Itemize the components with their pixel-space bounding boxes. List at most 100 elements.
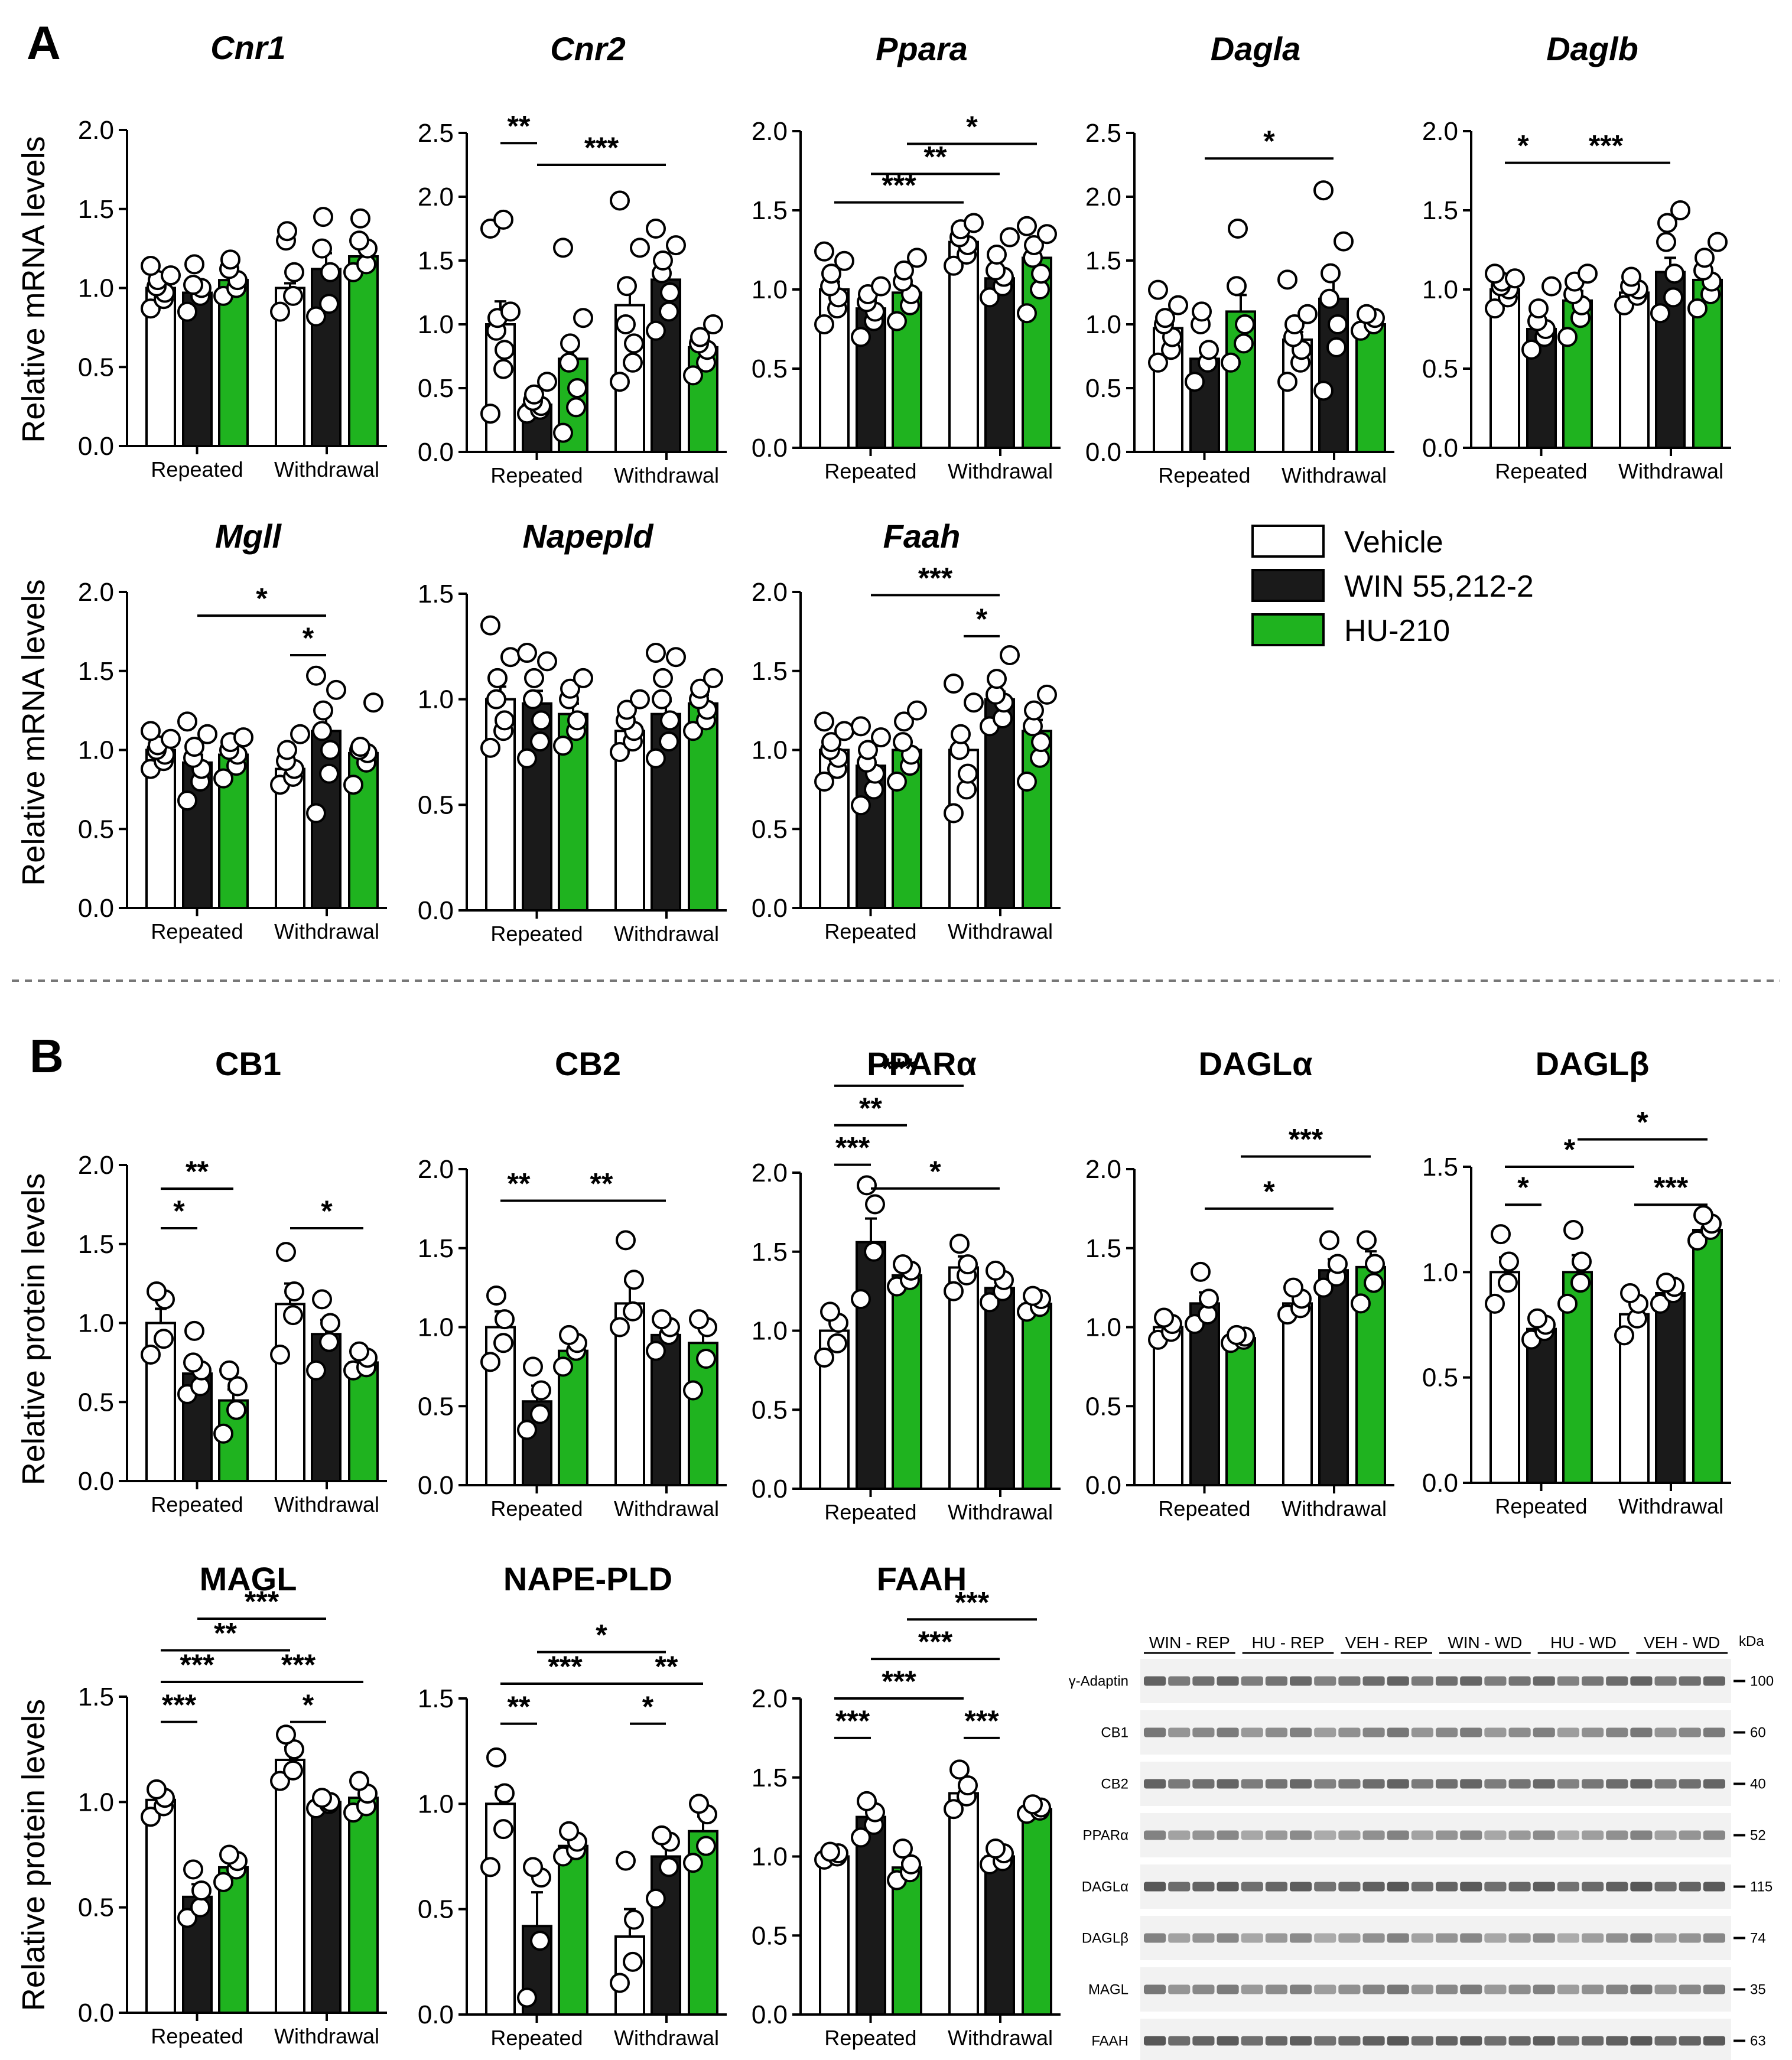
data-point <box>949 1234 970 1254</box>
data-point <box>495 1309 515 1330</box>
data-point <box>630 689 650 710</box>
significance-label: *** <box>882 1665 916 1698</box>
data-point <box>1000 227 1020 248</box>
data-point <box>320 262 340 282</box>
data-point <box>616 1850 636 1871</box>
blot-band <box>1144 1830 1166 1840</box>
y-tick-label: 2.0 <box>752 117 788 146</box>
data-point <box>1687 1230 1708 1251</box>
blot-band <box>1679 1933 1701 1943</box>
data-point <box>1491 1224 1511 1245</box>
data-point <box>1017 303 1037 324</box>
blot-band <box>1192 1676 1215 1686</box>
y-axis-label-protein-row4: Relative protein levels <box>16 1699 51 2011</box>
blot-band <box>1168 1676 1191 1686</box>
data-point <box>827 1333 847 1353</box>
blot-band <box>1314 1830 1336 1840</box>
data-point <box>646 1888 666 1909</box>
data-point <box>1024 235 1044 255</box>
bar-vehicle-withdrawal <box>275 1759 305 2014</box>
blot-row-label: PPARα <box>1083 1828 1129 1844</box>
data-point <box>141 1807 161 1827</box>
y-tick-label: 0.0 <box>418 896 454 925</box>
blot-band <box>1436 1676 1458 1686</box>
data-point <box>653 250 673 271</box>
data-point <box>660 282 680 302</box>
blot-band <box>1606 1984 1628 1994</box>
significance-label: *** <box>918 1625 953 1658</box>
y-tick-label: 1.0 <box>752 1843 788 1872</box>
y-tick-label: 0.5 <box>418 790 454 819</box>
y-tick-label: 1.0 <box>752 275 788 304</box>
blot-band <box>1557 1933 1579 1943</box>
data-point <box>1328 314 1348 334</box>
chart-title: Daglb <box>1546 30 1638 67</box>
bar-vehicle-withdrawal <box>275 1303 305 1482</box>
y-tick-label: 0.0 <box>78 432 114 461</box>
data-point <box>1277 372 1297 392</box>
bar-hu-210-withdrawal <box>348 1797 379 2014</box>
y-tick-label: 2.0 <box>1085 1155 1121 1184</box>
blot-band <box>1241 1727 1263 1737</box>
blot-band <box>1460 1984 1482 1994</box>
x-tick-label: Withdrawal <box>1618 459 1723 483</box>
blot-band <box>1679 1727 1701 1737</box>
y-tick-label: 0.0 <box>1422 434 1458 463</box>
blot-kda-header: kDa <box>1739 1633 1764 1649</box>
data-point <box>524 384 544 405</box>
blot-band <box>1217 2036 1239 2046</box>
data-point <box>560 333 580 354</box>
blot-band <box>1290 1984 1312 1994</box>
data-point <box>944 803 964 824</box>
blot-band <box>1557 1882 1579 1892</box>
data-point <box>1687 298 1708 319</box>
data-point <box>610 742 630 762</box>
data-point <box>851 1827 871 1848</box>
y-tick-label: 0.5 <box>752 1395 788 1424</box>
blot-band <box>1411 1727 1433 1737</box>
blot-band <box>1703 1830 1725 1840</box>
y-tick-label: 1.0 <box>1085 310 1121 339</box>
x-tick-label: Withdrawal <box>1282 1496 1387 1521</box>
significance-label: ** <box>508 1167 531 1200</box>
significance-label: * <box>1263 1175 1275 1208</box>
data-point <box>1023 1286 1043 1306</box>
blot-band <box>1460 1676 1482 1686</box>
data-point <box>147 1281 167 1301</box>
data-point <box>313 700 333 721</box>
chart-dagla: Dagla 0.0 0.5 1.0 1.5 2.0 2.5 Repeated Withdrawa… <box>1085 30 1394 487</box>
data-point <box>320 1313 340 1333</box>
blot-band <box>1168 1933 1191 1943</box>
significance-label: * <box>1517 1171 1529 1204</box>
x-tick-label: Withdrawal <box>614 922 719 946</box>
blot-band <box>1290 1727 1312 1737</box>
chart-title: FAAH <box>877 1560 967 1597</box>
blot-band <box>1582 1727 1604 1737</box>
blot-band <box>1703 1933 1725 1943</box>
data-point <box>537 651 557 672</box>
data-point <box>1037 224 1057 245</box>
significance-label: * <box>1564 1133 1576 1166</box>
y-tick-label: 0.5 <box>78 353 114 382</box>
data-point <box>184 254 204 275</box>
y-tick-label: 0.0 <box>752 1475 788 1503</box>
blot-row-label: CB1 <box>1101 1725 1128 1741</box>
chart-title: Napepld <box>523 518 655 555</box>
data-point <box>1527 1308 1547 1329</box>
data-point <box>1334 231 1354 252</box>
data-point <box>524 668 544 688</box>
blot-lane-label: HU - REP <box>1252 1633 1325 1652</box>
data-point <box>559 352 579 373</box>
x-tick-label: Repeated <box>1158 463 1250 487</box>
blot-band <box>1508 1727 1531 1737</box>
data-point <box>319 763 339 784</box>
data-point <box>814 314 834 334</box>
blot-band <box>1338 1727 1361 1737</box>
blot-band <box>1582 1984 1604 1994</box>
bar-win-55-212-2-repeated <box>1526 1327 1557 1484</box>
data-point <box>1708 232 1728 252</box>
x-tick-label: Repeated <box>824 919 916 943</box>
blot-band <box>1265 1984 1287 1994</box>
